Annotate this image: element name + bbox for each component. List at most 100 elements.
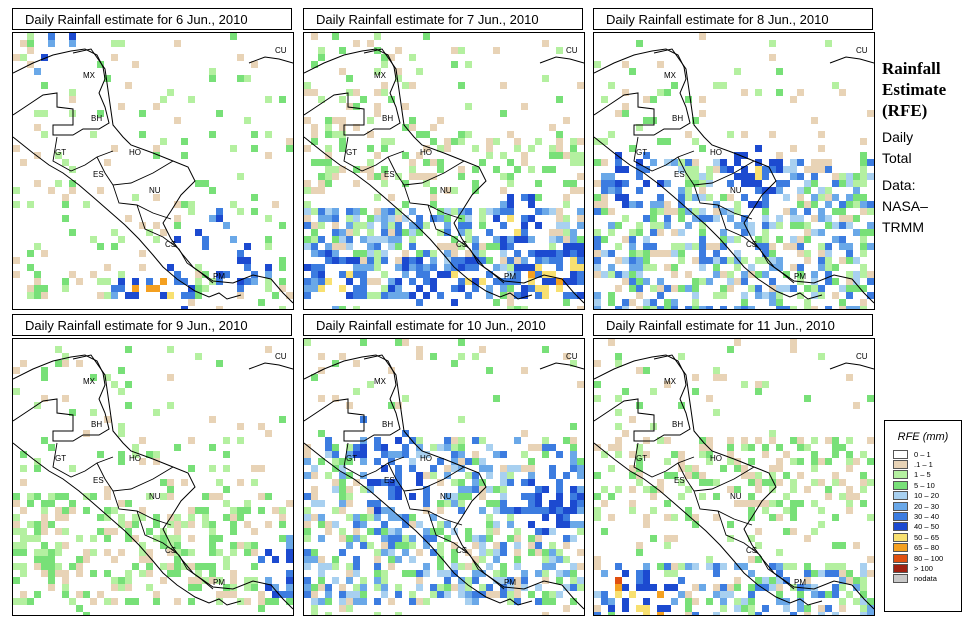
- rain-cell: [713, 250, 720, 257]
- rain-cell: [776, 306, 783, 309]
- rain-cell: [804, 229, 811, 236]
- rain-cell: [535, 271, 542, 278]
- rain-cell: [514, 584, 521, 591]
- rain-cell: [388, 563, 395, 570]
- rain-cell: [409, 535, 416, 542]
- rain-cell: [769, 131, 776, 138]
- rain-cell: [811, 451, 818, 458]
- rain-cell: [423, 222, 430, 229]
- rain-cell: [111, 507, 118, 514]
- rain-cell: [311, 612, 318, 615]
- rain-cell: [762, 381, 769, 388]
- rain-cell: [556, 131, 563, 138]
- rain-cell: [230, 577, 237, 584]
- rain-cell: [867, 612, 874, 615]
- rain-cell: [41, 542, 48, 549]
- rain-cell: [535, 292, 542, 299]
- rain-cell: [69, 180, 76, 187]
- rain-cell: [867, 395, 874, 402]
- rain-cell: [727, 285, 734, 292]
- rain-cell: [195, 285, 202, 292]
- rainfall-map: MX BH GT HO ES NU CS PM CU: [12, 32, 294, 310]
- rain-cell: [678, 250, 685, 257]
- rain-cell: [139, 222, 146, 229]
- rain-cell: [444, 229, 451, 236]
- rain-cell: [734, 68, 741, 75]
- rain-cell: [132, 521, 139, 528]
- rain-cell: [458, 257, 465, 264]
- rain-cell: [556, 208, 563, 215]
- rain-cell: [311, 236, 318, 243]
- rain-cell: [570, 159, 577, 166]
- rain-cell: [657, 563, 664, 570]
- rain-cell: [528, 535, 535, 542]
- rain-cell: [769, 264, 776, 271]
- rain-cell: [409, 236, 416, 243]
- rain-cell: [318, 500, 325, 507]
- rain-cell: [860, 299, 867, 306]
- rain-cell: [388, 549, 395, 556]
- rain-cell: [734, 605, 741, 612]
- rain-cell: [860, 166, 867, 173]
- rain-cell: [720, 285, 727, 292]
- rain-cell: [577, 250, 584, 257]
- rain-cell: [577, 486, 584, 493]
- rain-cell: [374, 584, 381, 591]
- rain-cell: [825, 278, 832, 285]
- rain-cell: [500, 264, 507, 271]
- rain-cell: [720, 605, 727, 612]
- rain-cell: [804, 257, 811, 264]
- rain-cell: [556, 138, 563, 145]
- rain-cell: [304, 89, 311, 96]
- rain-cell: [615, 409, 622, 416]
- rain-cell: [388, 451, 395, 458]
- rain-cell: [188, 549, 195, 556]
- rain-cell: [216, 215, 223, 222]
- country-label: CU: [275, 46, 287, 55]
- rain-cell: [111, 381, 118, 388]
- rain-cell: [713, 215, 720, 222]
- rain-cell: [237, 54, 244, 61]
- rain-cell: [374, 215, 381, 222]
- rain-cell: [556, 486, 563, 493]
- rain-cell: [395, 292, 402, 299]
- rain-cell: [776, 292, 783, 299]
- rain-cell: [139, 542, 146, 549]
- rain-cell: [479, 486, 486, 493]
- rain-cell: [755, 285, 762, 292]
- rain-cell: [629, 236, 636, 243]
- rain-cell: [353, 570, 360, 577]
- rain-cell: [423, 535, 430, 542]
- rain-cell: [629, 243, 636, 250]
- legend-item: nodata: [893, 574, 961, 584]
- rain-cell: [27, 493, 34, 500]
- rain-cell: [577, 222, 584, 229]
- rain-cell: [741, 278, 748, 285]
- rain-cell: [650, 96, 657, 103]
- rain-cell: [181, 549, 188, 556]
- rain-cell: [678, 208, 685, 215]
- rain-cell: [451, 500, 458, 507]
- rain-cell: [650, 208, 657, 215]
- rain-cell: [507, 271, 514, 278]
- rain-cell: [790, 145, 797, 152]
- rain-cell: [339, 285, 346, 292]
- country-label: CS: [165, 546, 176, 555]
- rain-cell: [549, 472, 556, 479]
- rain-cell: [671, 82, 678, 89]
- rain-cell: [699, 180, 706, 187]
- rain-cell: [542, 208, 549, 215]
- rain-cell: [132, 563, 139, 570]
- rain-cell: [55, 514, 62, 521]
- rain-cell: [395, 75, 402, 82]
- rain-cell: [90, 598, 97, 605]
- rain-cell: [818, 215, 825, 222]
- rain-cell: [311, 222, 318, 229]
- rain-cell: [311, 124, 318, 131]
- rain-cell: [769, 430, 776, 437]
- rain-cell: [388, 479, 395, 486]
- rain-cell: [230, 570, 237, 577]
- rain-cell: [381, 549, 388, 556]
- rain-cell: [643, 117, 650, 124]
